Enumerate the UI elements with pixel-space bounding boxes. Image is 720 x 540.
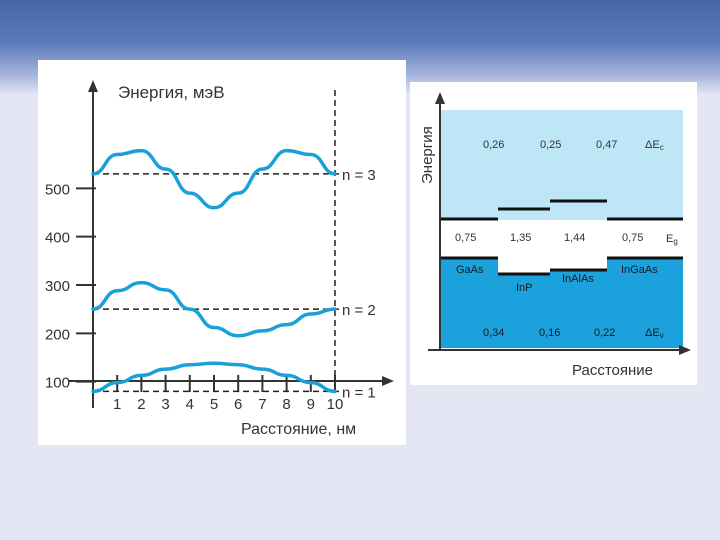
material-gaas: GaAs [456,264,484,276]
level-label-n1: n = 1 [342,384,376,401]
band-gap-symbol: E [666,233,673,245]
valence-offset-subscript: v [660,331,664,340]
level-label-n3: n = 3 [342,167,376,184]
material-inalas: InAlAs [562,273,594,285]
band-gap-2: 1,35 [510,232,531,244]
energy-levels-chart: Энергия, мэВ Расстояние, нм 100 200 300 400… [45,80,394,438]
material-inp: InP [516,282,533,294]
x-tick-label-3: 3 [161,396,169,413]
wave-curve-n3 [91,148,337,210]
wave-curve-n2 [91,280,337,338]
band-diagram: Энергия Расстояние 0,26 0,25 0,47 ΔEc 0,… [419,92,691,379]
valence-offset-1: 0,34 [483,327,504,339]
y-tick-label-200: 200 [45,326,70,343]
conduction-offset-symbol: ΔE [645,139,660,151]
conduction-offset-1: 0,26 [483,139,504,151]
x-tick-label-6: 6 [234,396,242,413]
x-tick-label-10: 10 [327,396,344,413]
valence-offset-label: ΔEv [645,327,664,340]
band-gap-label: Eg [666,233,678,246]
y-tick-label-100: 100 [45,375,70,392]
conduction-offset-2: 0,25 [540,139,561,151]
wave-curve-n1 [91,361,337,394]
conduction-band-region [440,110,683,220]
x-tick-label-5: 5 [210,396,218,413]
x-tick-label-7: 7 [258,396,266,413]
band-x-axis-label: Расстояние [572,362,653,379]
gap-region [440,220,683,258]
band-y-axis-label: Энергия [419,126,436,184]
x-axis-label: Расстояние, нм [241,421,356,438]
x-tick-label-8: 8 [282,396,290,413]
x-axis-arrow [382,376,394,386]
valence-offset-symbol: ΔE [645,327,660,339]
conduction-offset-3: 0,47 [596,139,617,151]
valence-offset-2: 0,16 [539,327,560,339]
band-y-axis-arrow [435,92,445,104]
x-tick-label-9: 9 [307,396,315,413]
band-x-axis-arrow [679,345,691,355]
material-ingaas: InGaAs [621,264,658,276]
conduction-offset-subscript: c [660,143,664,152]
band-gap-1: 0,75 [455,232,476,244]
band-gap-subscript: g [673,237,677,246]
energy-levels-chart-panel: Энергия, мэВ Расстояние, нм 100 200 300 400… [38,60,406,445]
band-diagram-panel: Энергия Расстояние 0,26 0,25 0,47 ΔEc 0,… [410,82,697,385]
y-tick-label-500: 500 [45,181,70,198]
y-tick-label-400: 400 [45,230,70,247]
x-tick-label-1: 1 [113,396,121,413]
band-gap-4: 0,75 [622,232,643,244]
y-axis-label: Энергия, мэВ [118,83,225,102]
x-tick-label-4: 4 [186,396,194,413]
band-gap-3: 1,44 [564,232,585,244]
valence-offset-3: 0,22 [594,327,615,339]
conduction-offset-label: ΔEc [645,139,664,152]
y-axis-arrow [88,80,98,92]
y-tick-label-300: 300 [45,278,70,295]
level-label-n2: n = 2 [342,302,376,319]
x-tick-label-2: 2 [137,396,145,413]
valence-band-region [440,258,683,348]
